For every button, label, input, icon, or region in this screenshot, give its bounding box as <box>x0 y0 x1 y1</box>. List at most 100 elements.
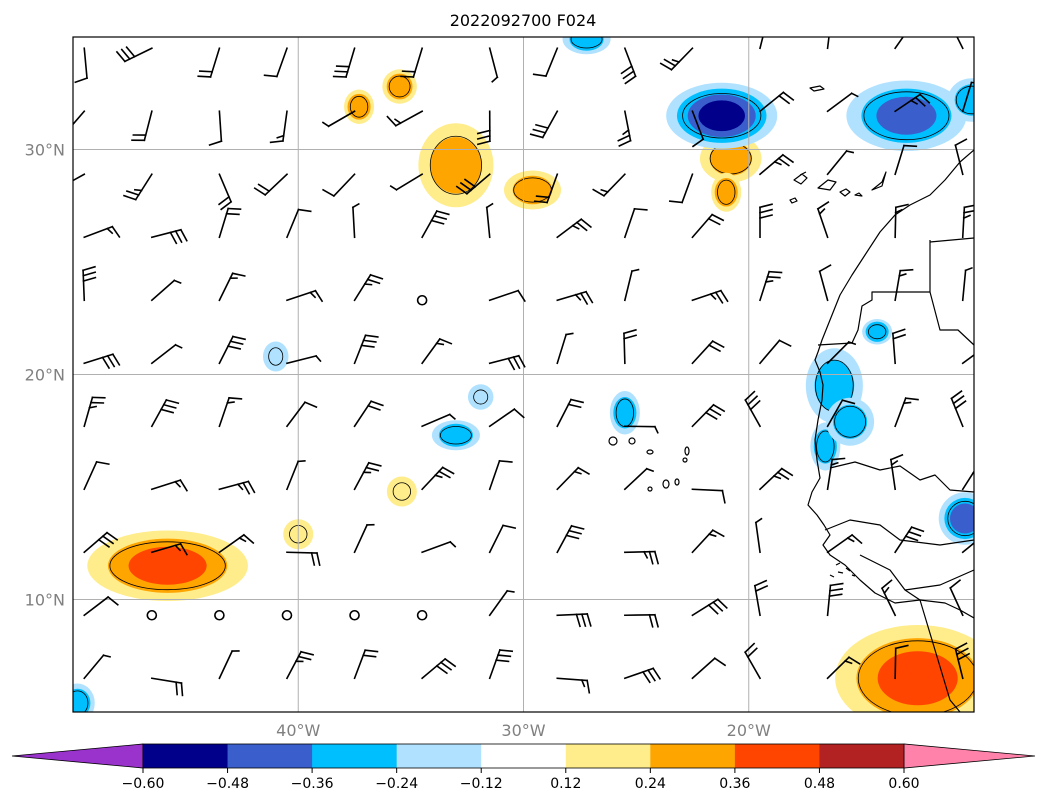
wind-barb <box>421 337 453 365</box>
wind-barb <box>488 408 525 428</box>
anomaly-level <box>467 384 494 410</box>
anomaly-contour <box>863 91 950 141</box>
wind-barb <box>485 202 494 239</box>
wind-barb <box>73 110 86 126</box>
anomaly-blob <box>711 172 742 212</box>
border-morocco-wsahara <box>929 237 974 243</box>
anomaly-level <box>569 37 604 51</box>
wind-barb <box>759 270 783 302</box>
wind-barb <box>758 153 795 176</box>
wind-barb <box>894 144 918 176</box>
anomaly-contour <box>349 95 369 118</box>
wind-barb <box>880 579 897 617</box>
anomaly-blob <box>503 170 562 210</box>
wind-barb <box>826 37 830 50</box>
wind-barb <box>73 173 86 182</box>
anomaly-level <box>714 177 738 207</box>
wind-barb <box>131 110 153 142</box>
border-liberia <box>904 569 974 591</box>
wind-barb <box>826 149 855 176</box>
colorbar-segment <box>565 744 651 768</box>
wind-barb <box>691 488 726 504</box>
lat-tick-label: 10°N <box>25 591 65 610</box>
wind-barb <box>82 265 97 302</box>
wind-barb <box>285 401 318 428</box>
wind-barb <box>623 207 648 239</box>
anomaly-contour <box>440 426 472 445</box>
colorbar-outline <box>142 743 905 769</box>
wind-barb <box>218 272 246 302</box>
colorbar-segment <box>481 744 567 768</box>
anomaly-shading <box>73 37 974 712</box>
wind-barb <box>556 398 584 428</box>
africa-coastline <box>807 149 974 619</box>
wind-barb <box>488 289 526 303</box>
anomaly-blob <box>262 341 289 372</box>
wind-barb <box>758 467 794 491</box>
wind-barb <box>285 289 324 303</box>
calm-wind-marker <box>214 609 225 621</box>
wind-barb <box>961 353 974 365</box>
wind-barbs <box>73 37 974 697</box>
anomaly-level <box>512 175 553 205</box>
coastlines <box>608 85 974 712</box>
wind-barb <box>217 173 233 211</box>
wind-barb <box>218 396 243 428</box>
colorbar: −0.60 −0.48 −0.36 −0.24 −0.12 0.12 0.24 0.36 0.4… <box>11 743 1036 792</box>
wind-barb <box>624 550 660 565</box>
border-wsahara-mauritania <box>817 240 931 346</box>
wind-barb <box>353 273 384 302</box>
wind-barb <box>691 289 729 304</box>
wind-barb <box>668 173 694 204</box>
wind-barb <box>321 110 356 128</box>
wind-barb <box>488 459 513 491</box>
wind-barb <box>285 208 312 239</box>
wind-barb <box>218 480 256 495</box>
map-frame <box>72 36 975 713</box>
wind-barb <box>620 47 637 85</box>
wind-barb <box>961 204 974 239</box>
anomaly-contour <box>816 430 835 463</box>
wind-barb <box>218 335 246 365</box>
lon-tick-label: 20°W <box>727 721 771 740</box>
anomaly-blob <box>938 492 974 545</box>
wind-barb <box>488 589 515 617</box>
anomaly-level <box>813 429 837 464</box>
wind-barb <box>150 542 188 556</box>
wind-barb <box>744 390 762 428</box>
anomaly-blob <box>846 80 967 151</box>
wind-barb <box>691 598 728 617</box>
wind-barb <box>956 37 964 50</box>
wind-barb <box>623 667 662 684</box>
wind-barb <box>894 37 905 50</box>
anomaly-contour <box>955 85 974 115</box>
colorbar-tick-label: 0.48 <box>804 776 835 792</box>
wind-barb <box>754 517 763 554</box>
wind-barb <box>758 339 792 365</box>
colorbar-tick-label: −0.36 <box>291 776 334 792</box>
border-guinea <box>824 519 974 546</box>
wind-barb <box>285 459 306 491</box>
wind-barb <box>150 677 184 697</box>
border-mauritania-mali <box>929 291 974 346</box>
colorbar-segment <box>312 744 398 768</box>
wind-barb <box>389 173 424 191</box>
wind-barb <box>624 613 660 628</box>
wind-barb <box>150 479 189 492</box>
anomaly-blob <box>431 420 480 451</box>
anomaly-contour <box>73 690 89 712</box>
wind-barb <box>286 354 322 365</box>
wind-barb <box>476 110 491 146</box>
wind-barb <box>115 46 153 63</box>
anomaly-blob <box>386 476 417 507</box>
wind-barb <box>286 551 321 567</box>
gridlines <box>73 37 974 712</box>
anomaly-contour <box>392 482 412 501</box>
wind-barb <box>954 642 971 680</box>
wind-barb <box>691 403 726 428</box>
anomaly-contour <box>109 541 226 591</box>
anomaly-contour <box>717 179 736 205</box>
wind-barb <box>529 110 559 139</box>
wind-barb <box>623 268 640 302</box>
wind-barb <box>351 202 360 239</box>
